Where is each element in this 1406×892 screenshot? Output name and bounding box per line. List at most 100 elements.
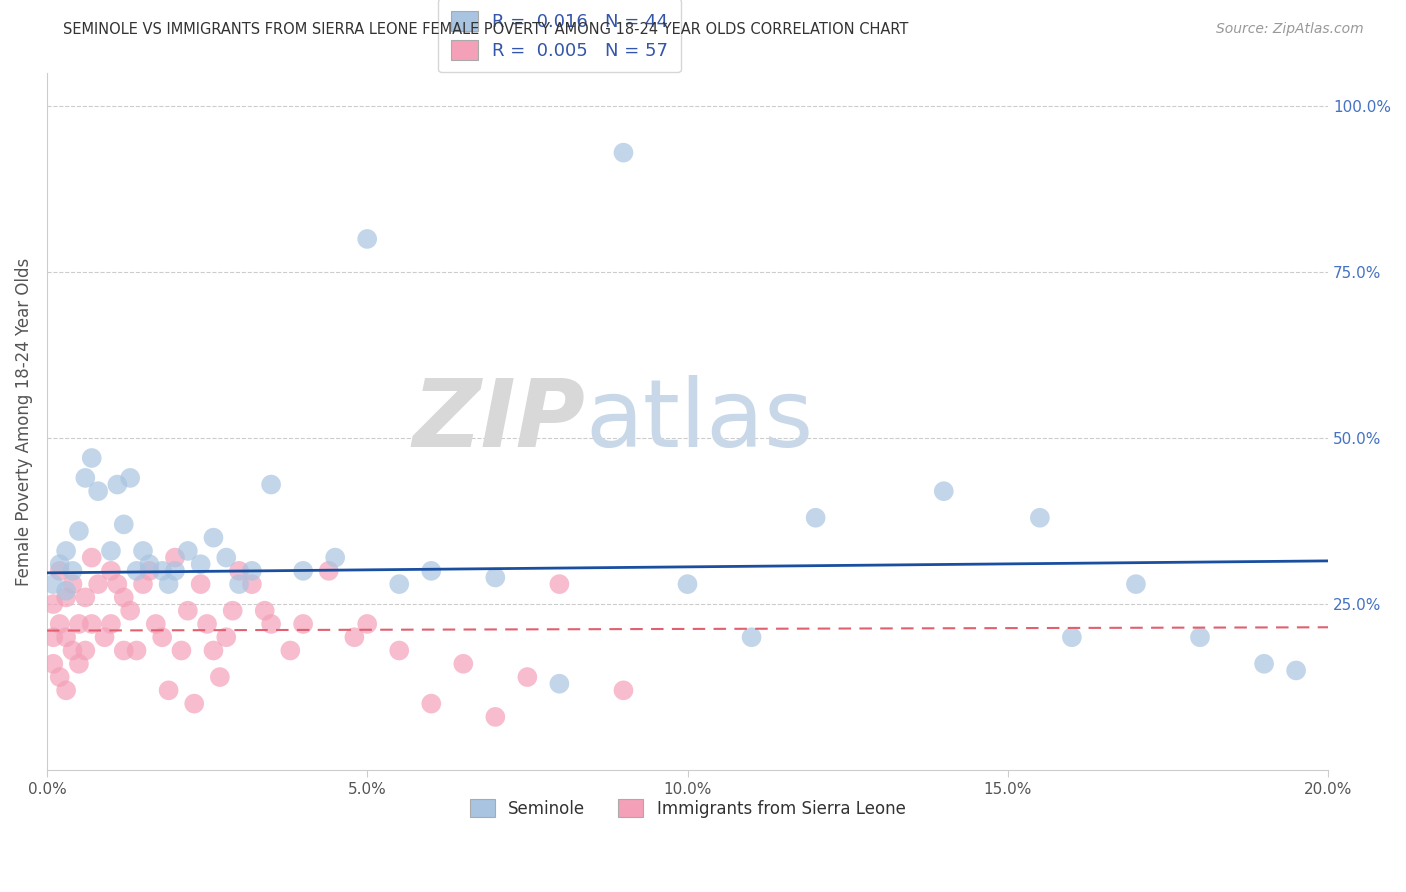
- Point: [132, 544, 155, 558]
- Point: [190, 558, 212, 572]
- Point: [676, 577, 699, 591]
- Point: [62, 577, 84, 591]
- Point: [105, 477, 128, 491]
- Point: [112, 591, 135, 605]
- Point: [190, 577, 212, 591]
- Point: [453, 657, 475, 671]
- Point: [48, 564, 70, 578]
- Point: [55, 544, 77, 558]
- Point: [1125, 577, 1147, 591]
- Point: [42, 577, 65, 591]
- Point: [804, 510, 827, 524]
- Point: [105, 577, 128, 591]
- Point: [292, 617, 315, 632]
- Point: [80, 450, 103, 465]
- Point: [612, 145, 634, 160]
- Point: [55, 583, 77, 598]
- Point: [62, 643, 84, 657]
- Y-axis label: Female Poverty Among 18-24 Year Olds: Female Poverty Among 18-24 Year Olds: [15, 258, 32, 586]
- Point: [1253, 657, 1275, 671]
- Point: [48, 558, 70, 572]
- Point: [228, 577, 250, 591]
- Point: [87, 484, 110, 499]
- Point: [100, 617, 122, 632]
- Point: [1029, 510, 1052, 524]
- Point: [323, 550, 346, 565]
- Point: [125, 643, 148, 657]
- Point: [221, 604, 243, 618]
- Point: [150, 630, 173, 644]
- Point: [420, 564, 443, 578]
- Point: [55, 630, 77, 644]
- Point: [1188, 630, 1211, 644]
- Point: [138, 558, 160, 572]
- Point: [484, 710, 506, 724]
- Point: [215, 550, 238, 565]
- Point: [1060, 630, 1083, 644]
- Point: [125, 564, 148, 578]
- Point: [253, 604, 276, 618]
- Point: [292, 564, 315, 578]
- Point: [150, 564, 173, 578]
- Point: [80, 550, 103, 565]
- Text: ZIP: ZIP: [412, 376, 585, 467]
- Point: [157, 577, 180, 591]
- Point: [177, 604, 200, 618]
- Point: [240, 564, 263, 578]
- Point: [516, 670, 538, 684]
- Point: [228, 564, 250, 578]
- Point: [183, 697, 205, 711]
- Point: [67, 617, 90, 632]
- Point: [1285, 664, 1308, 678]
- Point: [548, 577, 571, 591]
- Point: [93, 630, 115, 644]
- Text: atlas: atlas: [585, 376, 813, 467]
- Point: [48, 617, 70, 632]
- Point: [163, 550, 186, 565]
- Point: [112, 643, 135, 657]
- Text: Source: ZipAtlas.com: Source: ZipAtlas.com: [1216, 22, 1364, 37]
- Point: [388, 643, 411, 657]
- Point: [42, 630, 65, 644]
- Point: [120, 471, 142, 485]
- Point: [318, 564, 340, 578]
- Point: [240, 577, 263, 591]
- Point: [80, 617, 103, 632]
- Point: [62, 564, 84, 578]
- Point: [55, 683, 77, 698]
- Point: [215, 630, 238, 644]
- Point: [548, 676, 571, 690]
- Point: [100, 544, 122, 558]
- Point: [75, 471, 97, 485]
- Point: [612, 683, 634, 698]
- Point: [202, 531, 225, 545]
- Point: [42, 597, 65, 611]
- Legend: Seminole, Immigrants from Sierra Leone: Seminole, Immigrants from Sierra Leone: [463, 792, 912, 824]
- Point: [112, 517, 135, 532]
- Point: [145, 617, 167, 632]
- Point: [55, 591, 77, 605]
- Point: [420, 697, 443, 711]
- Point: [138, 564, 160, 578]
- Point: [260, 477, 283, 491]
- Point: [278, 643, 301, 657]
- Point: [75, 591, 97, 605]
- Point: [260, 617, 283, 632]
- Point: [67, 657, 90, 671]
- Point: [484, 570, 506, 584]
- Point: [170, 643, 193, 657]
- Point: [932, 484, 955, 499]
- Point: [741, 630, 763, 644]
- Point: [100, 564, 122, 578]
- Point: [202, 643, 225, 657]
- Point: [132, 577, 155, 591]
- Point: [120, 604, 142, 618]
- Point: [42, 657, 65, 671]
- Point: [75, 643, 97, 657]
- Point: [388, 577, 411, 591]
- Point: [195, 617, 218, 632]
- Point: [356, 232, 378, 246]
- Point: [48, 670, 70, 684]
- Point: [177, 544, 200, 558]
- Point: [87, 577, 110, 591]
